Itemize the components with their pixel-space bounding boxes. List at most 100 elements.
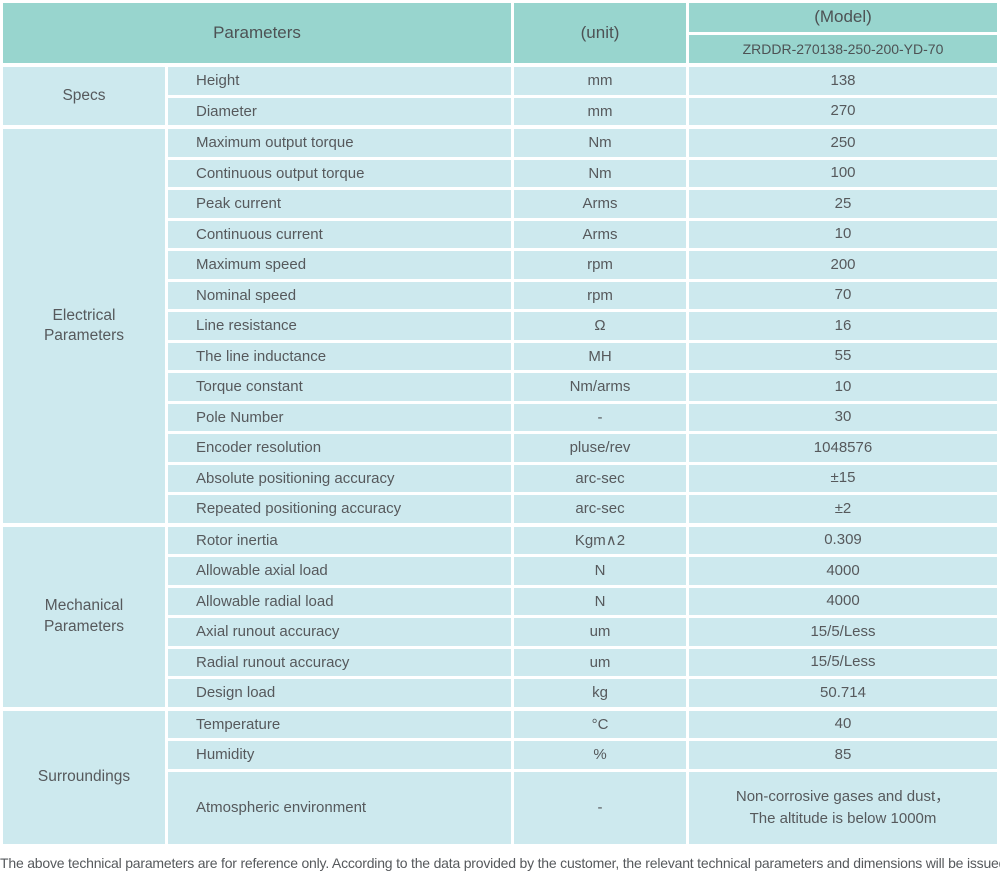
cell-value: 16 (689, 312, 997, 340)
cell-value: 138 (689, 67, 997, 95)
cell-unit: °C (514, 710, 686, 738)
cell-name: Allowable radial load (168, 587, 511, 615)
cell-unit: Kgm∧2 (514, 526, 686, 554)
table-row: Peak current Arms 25 (168, 190, 997, 218)
cell-unit: um (514, 648, 686, 676)
table-row: Line resistance Ω 16 (168, 312, 997, 340)
table-row: Humidity% 85 (168, 741, 997, 769)
section-mechanical-parameters: Mechanical Parameters Rotor inertia Kgm∧2 0… (3, 526, 997, 707)
cell-name: Radial runout accuracy (168, 648, 511, 676)
footer-note: The above technical parameters are for r… (0, 854, 1000, 871)
table-row: Maximum speed rpm 200 (168, 251, 997, 279)
cell-value: 4000 (689, 587, 997, 615)
cell-name: Torque constant (168, 373, 511, 401)
cell-unit: arc-sec (514, 464, 686, 492)
table-row: Repeated positioning accuracy arc-sec ±2 (168, 495, 997, 523)
cell-name: Temperature (168, 710, 511, 738)
cell-value: 25 (689, 190, 997, 218)
header-cell-parameters: Parameters (3, 3, 511, 63)
cell-value: 40 (689, 710, 997, 738)
cell-name: Allowable axial load (168, 557, 511, 585)
cell-name: Maximum output torque (168, 129, 511, 157)
model-header-label: (Model) (689, 3, 997, 32)
cell-value: 10 (689, 220, 997, 248)
cell-name: Line resistance (168, 312, 511, 340)
cell-value: 55 (689, 342, 997, 370)
model-number: ZRDDR-270138-250-200-YD-70 (689, 34, 997, 63)
cell-value: 50.714 (689, 679, 997, 707)
cell-value: 1048576 (689, 434, 997, 462)
cell-value: 30 (689, 403, 997, 431)
cell-name: Rotor inertia (168, 526, 511, 554)
cell-name: Atmospheric environment (168, 771, 511, 844)
table-row: Atmospheric environment - Non-corrosive ga… (168, 771, 997, 844)
cell-unit: N (514, 587, 686, 615)
table-row: Absolute positioning accuracy arc-sec ±15 (168, 464, 997, 492)
table-row: Design load kg 50.714 (168, 679, 997, 707)
cell-unit: mm (514, 67, 686, 95)
cell-value: 200 (689, 251, 997, 279)
table-header: Parameters (unit) (Model) ZRDDR-270138-2… (3, 3, 997, 63)
cell-unit: rpm (514, 281, 686, 309)
cell-unit: - (514, 403, 686, 431)
table-row: Encoder resolution pluse/rev 1048576 (168, 434, 997, 462)
cell-value: Non-corrosive gases and dust， The altitu… (689, 771, 997, 844)
table-row: The line inductance MH 55 (168, 342, 997, 370)
table-row: Allowable axial load N 4000 (168, 557, 997, 585)
section-electrical-parameters: Electrical Parameters Maximum output torq… (3, 129, 997, 523)
table-row: Height mm 138 (168, 67, 997, 95)
cell-value: 15/5/Less (689, 648, 997, 676)
section-label: Specs (3, 67, 165, 125)
section-surroundings: Surroundings Temperature °C 40 Humidity% 85 At… (3, 710, 997, 844)
cell-value: 250 (689, 129, 997, 157)
section-label: Surroundings (3, 710, 165, 844)
cell-value: ±2 (689, 495, 997, 523)
cell-name: Maximum speed (168, 251, 511, 279)
cell-value: 4000 (689, 557, 997, 585)
cell-unit: MH (514, 342, 686, 370)
cell-unit: arc-sec (514, 495, 686, 523)
cell-name: Humidity (168, 741, 511, 769)
cell-name: Pole Number (168, 403, 511, 431)
cell-name: Axial runout accuracy (168, 618, 511, 646)
cell-unit: Nm (514, 159, 686, 187)
spec-table: Parameters (unit) (Model) ZRDDR-270138-2… (3, 3, 997, 844)
cell-name: Absolute positioning accuracy (168, 464, 511, 492)
section-specs: Specs Height mm 138 Diameter mm 270 (3, 67, 997, 125)
table-row: Allowable radial load N 4000 (168, 587, 997, 615)
cell-name: Continuous output torque (168, 159, 511, 187)
cell-value: 270 (689, 97, 997, 125)
table-row: Maximum output torque Nm 250 (168, 129, 997, 157)
cell-value: ±15 (689, 464, 997, 492)
cell-unit: - (514, 771, 686, 844)
table-row: Temperature °C 40 (168, 710, 997, 738)
cell-unit: um (514, 618, 686, 646)
cell-value: 0.309 (689, 526, 997, 554)
cell-name: Design load (168, 679, 511, 707)
section-rows: Maximum output torque Nm 250 Continuous out… (168, 129, 997, 523)
sections: Specs Height mm 138 Diameter mm 270 Electrical … (3, 67, 997, 844)
cell-value: 15/5/Less (689, 618, 997, 646)
cell-name: Height (168, 67, 511, 95)
cell-name: Diameter (168, 97, 511, 125)
cell-name: Continuous current (168, 220, 511, 248)
cell-unit: pluse/rev (514, 434, 686, 462)
section-label: Electrical Parameters (3, 129, 165, 523)
cell-value: 100 (689, 159, 997, 187)
cell-value: 85 (689, 741, 997, 769)
cell-unit: Arms (514, 190, 686, 218)
section-rows: Height mm 138 Diameter mm 270 (168, 67, 997, 125)
unit-header-label: (unit) (580, 23, 620, 42)
table-row: Torque constant Nm/arms 10 (168, 373, 997, 401)
cell-unit: rpm (514, 251, 686, 279)
section-rows: Rotor inertia Kgm∧2 0.309 Allowable axial l… (168, 526, 997, 707)
cell-unit: kg (514, 679, 686, 707)
table-row: Continuous output torque Nm 100 (168, 159, 997, 187)
section-rows: Temperature °C 40 Humidity% 85 Atmospheric en… (168, 710, 997, 844)
cell-name: Nominal speed (168, 281, 511, 309)
table-row: Axial runout accuracy um 15/5/Less (168, 618, 997, 646)
table-row: Nominal speed rpm 70 (168, 281, 997, 309)
cell-unit: Ω (514, 312, 686, 340)
cell-unit: % (514, 741, 686, 769)
table-row: Continuous current Arms 10 (168, 220, 997, 248)
